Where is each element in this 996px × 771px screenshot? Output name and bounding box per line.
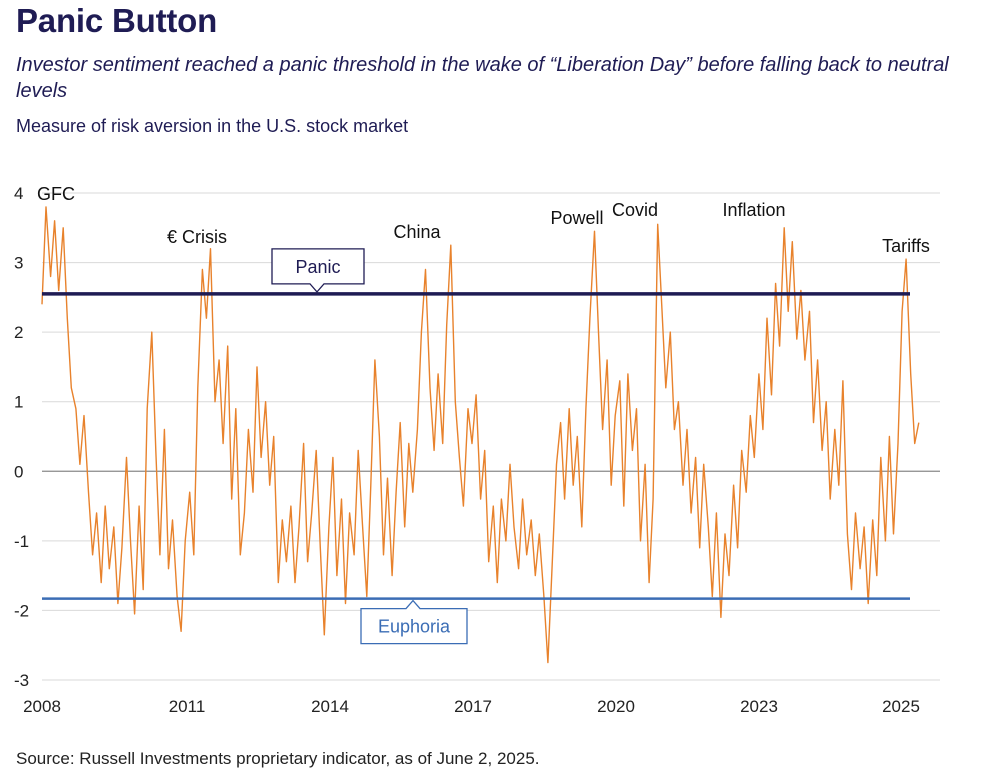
source-note: Source: Russell Investments proprietary …: [16, 749, 540, 768]
annotation-china: China: [393, 222, 441, 242]
x-tick-label: 2020: [597, 697, 635, 716]
x-tick-label: 2014: [311, 697, 349, 716]
page-title: Panic Button: [16, 2, 218, 39]
y-tick-label: -1: [14, 532, 29, 551]
x-tick-label: 2017: [454, 697, 492, 716]
y-tick-label: 2: [14, 323, 23, 342]
gridlines: [42, 192, 940, 681]
event-annotations: GFC € Crisis China Powell Covid Inflation Tari…: [37, 184, 930, 256]
panic-callout-box: [271, 248, 365, 293]
y-tick-label: -2: [14, 601, 29, 620]
threshold-lines: Panic Euphoria: [42, 248, 910, 645]
x-tick-label: 2011: [169, 697, 206, 716]
y-axis-ticks: 4 3 2 1 0 -1 -2 -3: [14, 184, 29, 690]
euphoria-label: Euphoria: [378, 617, 451, 637]
annotation-crisis: € Crisis: [167, 227, 227, 247]
annotation-gfc: GFC: [37, 184, 75, 204]
x-axis-ticks: 2008 2011 2014 2017 2020 2023 2025: [23, 697, 920, 716]
y-tick-label: 0: [14, 462, 23, 481]
euphoria-callout-box: [360, 599, 468, 645]
measure-label: Measure of risk aversion in the U.S. sto…: [16, 116, 409, 136]
subtitle: Investor sentiment reached a panic thres…: [16, 54, 949, 102]
y-tick-label: 4: [14, 184, 23, 203]
panic-label: Panic: [295, 257, 340, 277]
series-line: [41, 206, 920, 664]
y-tick-label: 1: [14, 393, 23, 412]
y-tick-label: -3: [14, 671, 29, 690]
annotation-powell: Powell: [550, 208, 603, 228]
annotation-covid: Covid: [612, 200, 658, 220]
x-tick-label: 2025: [882, 697, 920, 716]
annotation-tariffs: Tariffs: [882, 236, 930, 256]
x-tick-label: 2023: [740, 697, 778, 716]
x-tick-label: 2008: [23, 697, 61, 716]
y-tick-label: 3: [14, 254, 23, 273]
annotation-inflation: Inflation: [722, 200, 785, 220]
